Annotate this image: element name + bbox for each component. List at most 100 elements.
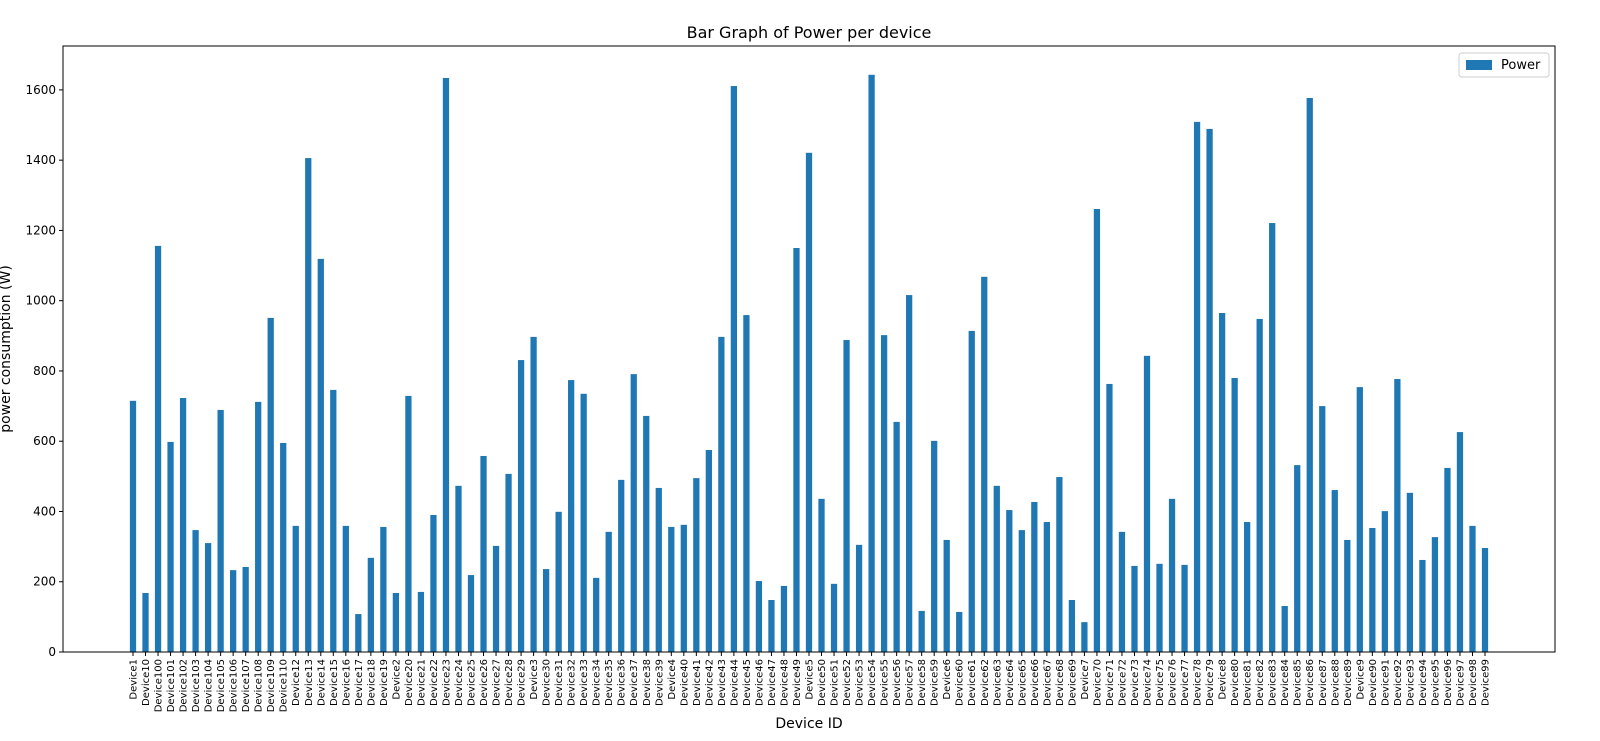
- x-tick-label: Device55: [880, 659, 891, 706]
- x-tick-label: Device94: [1418, 659, 1429, 706]
- bar: [330, 389, 337, 652]
- x-tick-label: Device45: [742, 659, 753, 706]
- bar: [405, 395, 412, 652]
- bar: [755, 581, 763, 652]
- x-tick-label: Device86: [1305, 659, 1316, 706]
- bar: [1118, 531, 1126, 652]
- x-tick-label: Device74: [1143, 659, 1154, 706]
- x-tick-label: Device106: [229, 659, 240, 712]
- bar: [943, 539, 950, 652]
- bar: [129, 400, 137, 652]
- bar: [1244, 522, 1251, 652]
- x-tick-label: Device71: [1105, 659, 1116, 706]
- bar: [1256, 318, 1263, 652]
- x-tick-label: Device32: [567, 659, 578, 706]
- x-tick-label: Device96: [1443, 659, 1454, 706]
- bar: [605, 531, 612, 652]
- x-tick-label: Device41: [692, 659, 703, 706]
- x-tick-label: Device21: [416, 659, 427, 706]
- bar: [1481, 548, 1489, 652]
- x-tick-label: Device25: [467, 659, 478, 706]
- bar: [1006, 510, 1013, 652]
- bar: [367, 557, 374, 652]
- x-tick-label: Device77: [1180, 659, 1191, 706]
- bar: [680, 524, 687, 652]
- bar: [593, 577, 600, 652]
- bar: [1056, 477, 1063, 652]
- bar: [568, 380, 575, 652]
- bar: [542, 569, 550, 652]
- bar: [1331, 490, 1338, 652]
- bar: [718, 336, 725, 652]
- x-tick-label: Device88: [1330, 659, 1341, 706]
- bar: [1381, 511, 1388, 652]
- x-tick-label: Device66: [1030, 659, 1041, 706]
- bar: [1068, 600, 1076, 652]
- x-tick-label: Device83: [1268, 659, 1279, 706]
- bar: [1156, 563, 1163, 652]
- bar: [342, 525, 349, 652]
- x-tick-label: Device69: [1067, 659, 1078, 706]
- x-tick-label: Device102: [179, 659, 190, 712]
- bar: [1419, 559, 1426, 652]
- x-tick-label: Device43: [717, 659, 728, 706]
- y-tick-label: 1400: [25, 153, 56, 167]
- bar: [893, 421, 900, 652]
- bar: [1369, 527, 1376, 652]
- x-tick-label: Device20: [404, 659, 415, 706]
- bar: [467, 575, 475, 652]
- x-tick-label: Device97: [1455, 659, 1466, 706]
- x-tick-label: Device80: [1230, 659, 1241, 706]
- bar: [292, 525, 299, 652]
- x-tick-label: Device56: [892, 659, 903, 706]
- bar: [1294, 465, 1301, 652]
- bar: [1356, 387, 1363, 652]
- x-tick-label: Device82: [1255, 659, 1266, 706]
- bar: [780, 585, 788, 652]
- bar: [355, 614, 362, 652]
- x-tick-label: Device2: [391, 659, 402, 700]
- x-tick-label: Device30: [542, 659, 553, 706]
- x-tick-label: Device60: [955, 659, 966, 706]
- x-tick-label: Device28: [504, 659, 515, 706]
- x-tick-label: Device14: [316, 659, 327, 706]
- bar: [793, 248, 800, 652]
- bar: [818, 498, 825, 652]
- bar: [1218, 312, 1226, 652]
- bar: [1444, 467, 1451, 652]
- x-tick-label: Device51: [830, 659, 841, 706]
- x-tick-label: Device104: [204, 659, 215, 712]
- bar: [167, 441, 174, 652]
- bar: [430, 514, 437, 652]
- x-tick-label: Device24: [454, 659, 465, 706]
- x-tick-label: Device15: [329, 659, 340, 706]
- x-tick-label: Device48: [779, 659, 790, 706]
- bar: [918, 610, 925, 652]
- x-tick-label: Device61: [967, 659, 978, 706]
- x-tick-label: Device54: [867, 659, 878, 706]
- bar: [1344, 539, 1351, 652]
- bar: [693, 478, 700, 652]
- x-tick-label: Device64: [1005, 659, 1016, 706]
- x-tick-label: Device84: [1280, 659, 1291, 706]
- x-tick-label: Device16: [341, 659, 352, 706]
- x-tick-label: Device5: [805, 659, 816, 700]
- bar: [730, 86, 738, 652]
- bar: [931, 440, 938, 652]
- x-tick-label: Device18: [366, 659, 377, 706]
- x-tick-label: Device1: [129, 659, 140, 700]
- x-tick-label: Device13: [304, 659, 315, 706]
- x-tick-label: Device36: [617, 659, 628, 706]
- bar: [1106, 383, 1113, 652]
- x-tick-label: Device68: [1055, 659, 1066, 706]
- bar: [1131, 565, 1138, 652]
- x-tick-label: Device72: [1117, 659, 1128, 706]
- x-tick-label: Device33: [579, 659, 590, 706]
- x-tick-label: Device42: [704, 659, 715, 706]
- x-tick-label: Device91: [1380, 659, 1391, 706]
- bar: [868, 74, 875, 653]
- bar: [1168, 498, 1176, 652]
- bar: [1043, 522, 1050, 652]
- x-tick-label: Device70: [1092, 659, 1103, 706]
